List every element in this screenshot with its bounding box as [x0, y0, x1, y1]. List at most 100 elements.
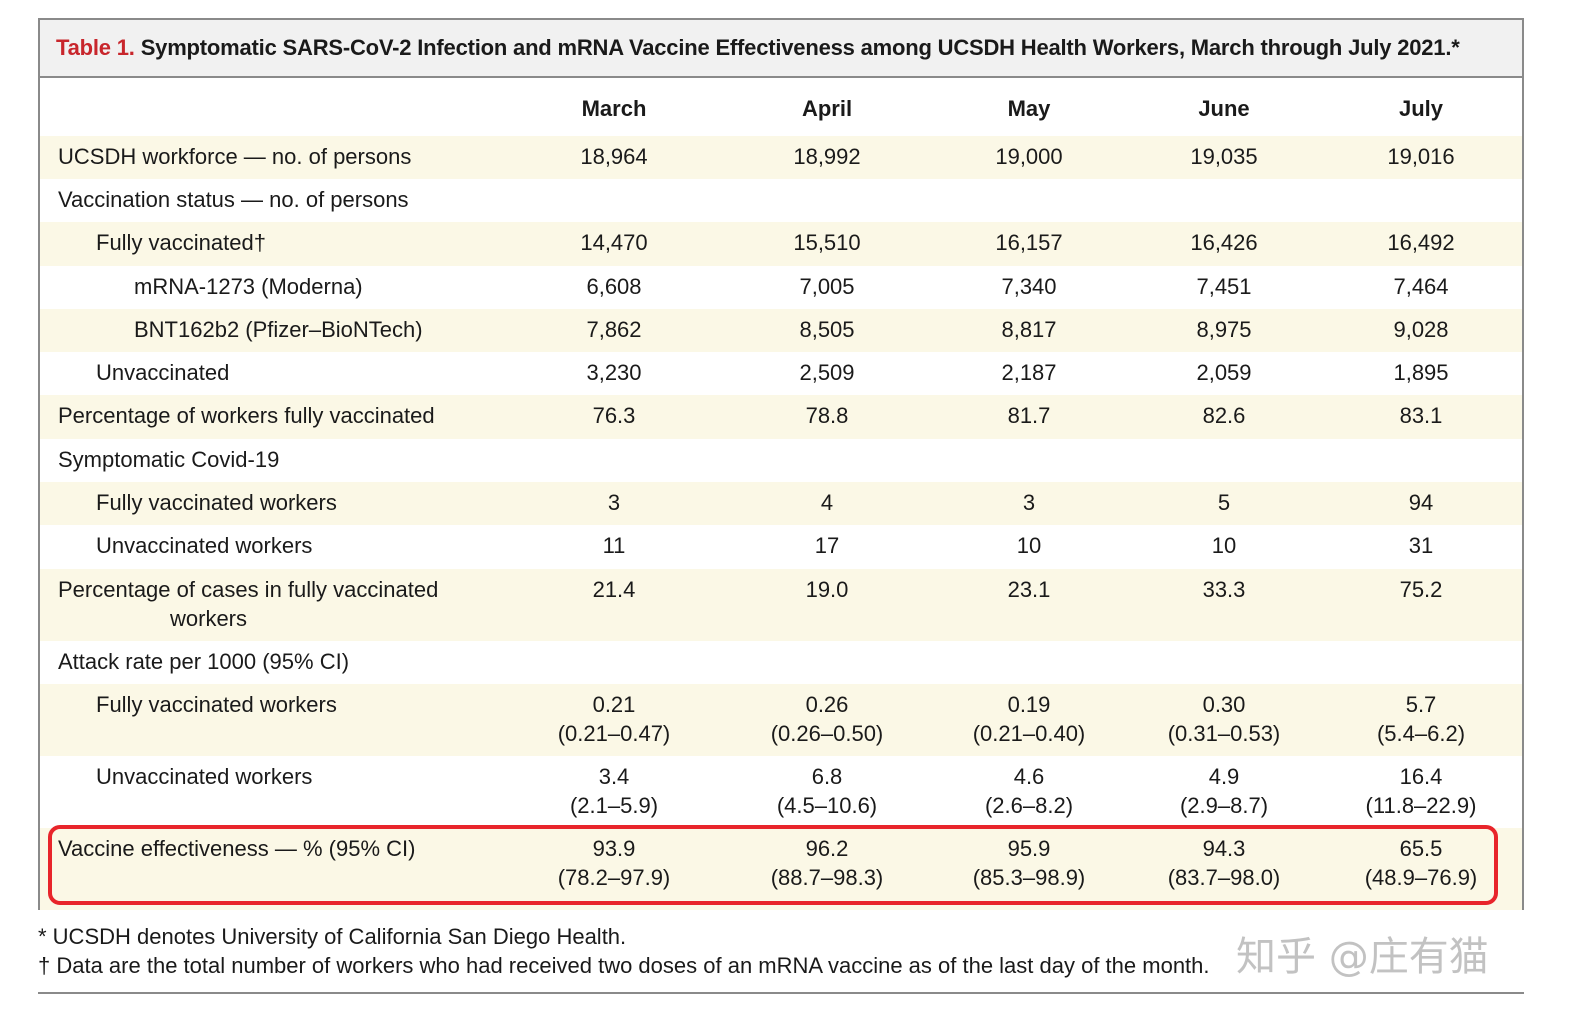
cell-value: 5 [1217, 490, 1231, 515]
cell-value: 33.3 [1202, 577, 1246, 602]
table-row: Fully vaccinated workers 3 4 3 5 94 [40, 482, 1522, 525]
cell-value: 17 [814, 533, 840, 558]
cell-value: 4.9 (2.9–8.7) [1144, 762, 1304, 820]
cell-value: 23.1 [1007, 577, 1051, 602]
cell-value: 7,005 [799, 274, 855, 299]
table-row: Vaccination status — no. of persons [40, 179, 1522, 222]
cell-value: 7,862 [586, 317, 642, 342]
table-frame: Table 1. Symptomatic SARS-CoV-2 Infectio… [38, 18, 1524, 910]
confidence-interval: (48.9–76.9) [1364, 865, 1478, 890]
cell-value: 5.7 (5.4–6.2) [1341, 690, 1501, 748]
cell-value: 7,340 [1001, 274, 1057, 299]
cell-value: 0.26 (0.26–0.50) [747, 690, 907, 748]
watermark: 知乎 @庄有猫 [1236, 934, 1489, 980]
cell-value: 95.9 (85.3–98.9) [949, 834, 1109, 892]
table-row: UCSDH workforce — no. of persons 18,964 … [40, 136, 1522, 179]
cell-value: 21.4 [592, 577, 636, 602]
cell-value: 4 [820, 490, 834, 515]
table-row: Fully vaccinated† 14,470 15,510 16,157 1… [40, 222, 1522, 266]
row-label-line1: Percentage of cases in fully vaccinated [58, 577, 439, 602]
confidence-interval: (0.21–0.40) [972, 721, 1086, 746]
table-row: Vaccine effectiveness — % (95% CI) 93.9 (… [40, 828, 1522, 910]
confidence-interval: (85.3–98.9) [972, 865, 1086, 890]
row-label: Fully vaccinated workers [96, 490, 337, 515]
cell-value: 83.1 [1399, 403, 1443, 428]
point-estimate: 65.5 [1399, 836, 1443, 861]
cell-value: 3,230 [586, 360, 642, 385]
point-estimate: 96.2 [805, 836, 849, 861]
point-estimate: 16.4 [1399, 764, 1443, 789]
table-row: Unvaccinated workers 3.4 (2.1–5.9) 6.8 (4.… [40, 756, 1522, 828]
cell-value: 78.8 [805, 403, 849, 428]
table-row: mRNA-1273 (Moderna) 6,608 7,005 7,340 7,… [40, 266, 1522, 309]
table-row: Percentage of workers fully vaccinated 7… [40, 395, 1522, 439]
cell-value: 6.8 (4.5–10.6) [747, 762, 907, 820]
cell-value: 18,992 [793, 144, 861, 169]
point-estimate: 6.8 [811, 764, 843, 789]
table-row: Attack rate per 1000 (95% CI) [40, 641, 1522, 684]
point-estimate: 0.26 [805, 692, 849, 717]
confidence-interval: (2.9–8.7) [1179, 793, 1269, 818]
row-label: Unvaccinated [96, 360, 230, 385]
cell-value: 16,426 [1190, 230, 1258, 255]
table-title: Table 1. Symptomatic SARS-CoV-2 Infectio… [40, 20, 1522, 78]
row-label: Fully vaccinated† [96, 230, 266, 255]
point-estimate: 5.7 [1405, 692, 1437, 717]
cell-value: 93.9 (78.2–97.9) [534, 834, 694, 892]
cell-value: 94 [1408, 490, 1434, 515]
point-estimate: 4.9 [1208, 764, 1240, 789]
row-label-line2: workers [170, 606, 248, 631]
point-estimate: 3.4 [598, 764, 630, 789]
confidence-interval: (0.31–0.53) [1167, 721, 1281, 746]
cell-value: 19,000 [995, 144, 1063, 169]
bottom-divider [38, 992, 1524, 994]
column-header-may: May [1007, 96, 1051, 121]
row-label: Unvaccinated workers [96, 533, 313, 558]
cell-value: 4.6 (2.6–8.2) [949, 762, 1109, 820]
column-header-july: July [1398, 96, 1444, 121]
confidence-interval: (11.8–22.9) [1365, 793, 1477, 818]
confidence-interval: (2.1–5.9) [569, 793, 659, 818]
cell-value: 19,016 [1387, 144, 1455, 169]
cell-value: 2,059 [1196, 360, 1252, 385]
cell-value: 81.7 [1007, 403, 1051, 428]
cell-value: 0.30 (0.31–0.53) [1144, 690, 1304, 748]
cell-value: 19,035 [1190, 144, 1258, 169]
column-header-march: March [581, 96, 647, 121]
cell-value: 96.2 (88.7–98.3) [747, 834, 907, 892]
confidence-interval: (0.21–0.47) [557, 721, 671, 746]
row-label: Vaccine effectiveness — % (95% CI) [58, 836, 416, 861]
row-label: UCSDH workforce — no. of persons [58, 144, 412, 169]
cell-value: 11 [602, 533, 626, 558]
cell-value: 3.4 (2.1–5.9) [534, 762, 694, 820]
table-row: Symptomatic Covid-19 [40, 439, 1522, 482]
table-row: Unvaccinated 3,230 2,509 2,187 2,059 1,8… [40, 352, 1522, 395]
column-header-june: June [1198, 96, 1250, 121]
cell-value: 8,975 [1196, 317, 1252, 342]
cell-value: 76.3 [592, 403, 636, 428]
table-title-text: Symptomatic SARS-CoV-2 Infection and mRN… [140, 35, 1460, 60]
point-estimate: 4.6 [1013, 764, 1045, 789]
row-label: Percentage of cases in fully vaccinated … [58, 575, 438, 633]
confidence-interval: (88.7–98.3) [770, 865, 884, 890]
table-row: BNT162b2 (Pfizer–BioNTech) 7,862 8,505 8… [40, 309, 1522, 352]
confidence-interval: (4.5–10.6) [776, 793, 878, 818]
cell-value: 6,608 [586, 274, 642, 299]
cell-value: 31 [1408, 533, 1434, 558]
cell-value: 8,505 [799, 317, 855, 342]
cell-value: 8,817 [1001, 317, 1057, 342]
cell-value: 75.2 [1399, 577, 1443, 602]
cell-value: 18,964 [580, 144, 648, 169]
cell-value: 7,451 [1196, 274, 1252, 299]
cell-value: 10 [1211, 533, 1237, 558]
cell-value: 16,157 [995, 230, 1063, 255]
table-row: Percentage of cases in fully vaccinated … [40, 569, 1522, 641]
confidence-interval: (0.26–0.50) [770, 721, 884, 746]
table-row: Unvaccinated workers 11 17 10 10 31 [40, 525, 1522, 569]
cell-value: 94.3 (83.7–98.0) [1144, 834, 1304, 892]
table-row: Fully vaccinated workers 0.21 (0.21–0.47)… [40, 684, 1522, 756]
cell-value: 14,470 [580, 230, 648, 255]
cell-value: 3 [607, 490, 621, 515]
row-section-label: Symptomatic Covid-19 [58, 447, 280, 472]
row-label: Fully vaccinated workers [96, 692, 337, 717]
